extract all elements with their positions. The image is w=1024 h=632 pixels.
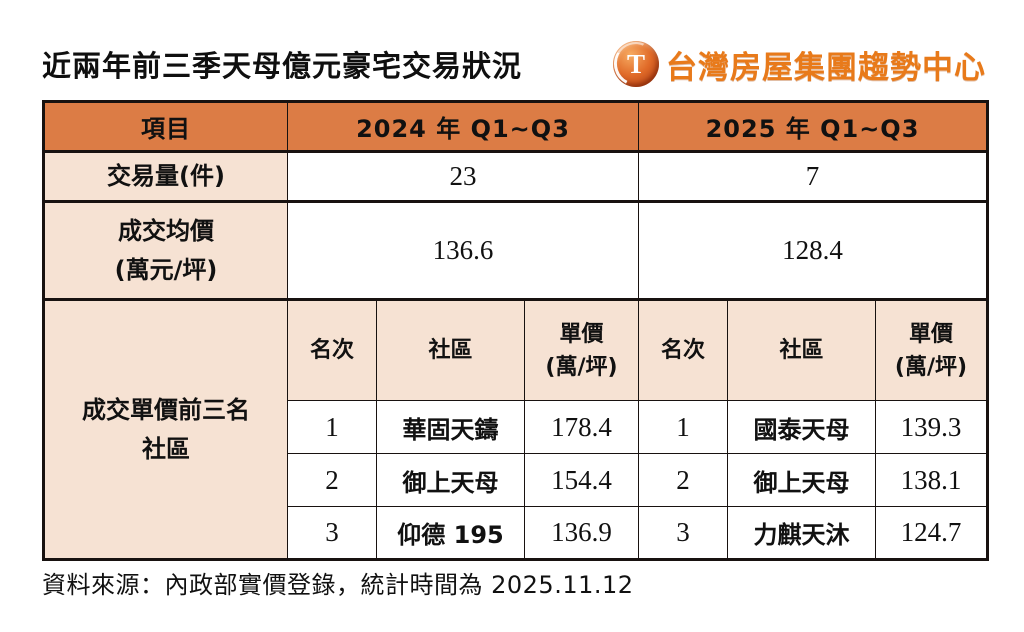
volume-row: 交易量(件) 23 7 bbox=[43, 151, 989, 203]
avg-price-2024: 136.6 bbox=[287, 201, 639, 301]
top3-label: 成交單價前三名 社區 bbox=[43, 299, 288, 560]
subheader-price-2025-line2: (萬/坪) bbox=[894, 354, 968, 380]
subheader-price-2025: 單價 (萬/坪) bbox=[874, 299, 989, 401]
subheader-community-2025: 社區 bbox=[727, 299, 876, 401]
col-header-2025: 2025 年 Q1~Q3 bbox=[637, 101, 989, 153]
rank1-2024: 1 bbox=[287, 400, 377, 454]
rank2-row: 2 御上天母 154.4 2 御上天母 138.1 bbox=[44, 453, 989, 507]
source-note: 資料來源：內政部實價登錄，統計時間為 2025.11.12 bbox=[42, 571, 634, 599]
col-header-item: 項目 bbox=[43, 101, 288, 153]
community1-2025: 國泰天母 bbox=[727, 400, 876, 454]
price3-2024: 136.9 bbox=[524, 506, 639, 560]
price1-2024: 178.4 bbox=[524, 400, 639, 454]
top3-subheader-row: 成交單價前三名 社區 名次 社區 單價 (萬/坪) 名次 社區 單價 (萬/坪) bbox=[43, 299, 989, 560]
community3-2024: 仰德 195 bbox=[376, 506, 525, 560]
rank1-2025: 1 bbox=[638, 400, 728, 454]
page-title: 近兩年前三季天母億元豪宅交易狀況 bbox=[42, 49, 523, 83]
price3-2025: 124.7 bbox=[874, 506, 989, 560]
avg-price-2025: 128.4 bbox=[637, 201, 989, 301]
rank2-2024: 2 bbox=[287, 453, 377, 507]
top-bar: 近兩年前三季天母億元豪宅交易狀況 T 台灣房屋集團趨勢中心 bbox=[42, 36, 986, 92]
rank3-2025: 3 bbox=[638, 506, 728, 560]
subheader-price-2025-line1: 單價 bbox=[909, 321, 954, 347]
community2-2025: 御上天母 bbox=[727, 453, 876, 507]
table-header-row: 項目 2024 年 Q1~Q3 2025 年 Q1~Q3 bbox=[43, 101, 989, 153]
volume-2024: 23 bbox=[287, 151, 639, 203]
subheader-rank-2025: 名次 bbox=[638, 299, 728, 401]
brand-logo: T 台灣房屋集團趨勢中心 bbox=[613, 41, 986, 87]
subheader-price-2024: 單價 (萬/坪) bbox=[524, 299, 639, 401]
avg-price-label-line1: 成交均價 bbox=[118, 217, 214, 246]
avg-price-label: 成交均價 (萬元/坪) bbox=[43, 201, 288, 301]
top3-label-line2: 社區 bbox=[142, 434, 190, 463]
community3-2025: 力麒天沐 bbox=[727, 506, 876, 560]
col-header-2024: 2024 年 Q1~Q3 bbox=[287, 101, 639, 153]
community2-2024: 御上天母 bbox=[376, 453, 525, 507]
brand-logo-text: 台灣房屋集團趨勢中心 bbox=[666, 49, 986, 86]
rank2-2025: 2 bbox=[638, 453, 728, 507]
rank3-row: 3 仰德 195 136.9 3 力麒天沐 124.7 bbox=[44, 506, 989, 560]
price2-2024: 154.4 bbox=[524, 453, 639, 507]
brand-t-letter: T bbox=[626, 48, 645, 79]
avg-price-row: 成交均價 (萬元/坪) 136.6 128.4 bbox=[43, 201, 989, 301]
community1-2024: 華固天鑄 bbox=[376, 400, 525, 454]
volume-label: 交易量(件) bbox=[43, 151, 288, 203]
subheader-price-2024-line2: (萬/坪) bbox=[545, 354, 618, 380]
subheader-price-2024-line1: 單價 bbox=[559, 321, 604, 347]
subheader-rank-2024: 名次 bbox=[287, 299, 377, 401]
brand-t-globe-icon: T bbox=[613, 41, 659, 87]
price2-2025: 138.1 bbox=[874, 453, 989, 507]
volume-2025: 7 bbox=[637, 151, 989, 203]
rank3-2024: 3 bbox=[287, 506, 377, 560]
top3-label-line1: 成交單價前三名 bbox=[82, 396, 250, 425]
rank1-row: 1 華固天鑄 178.4 1 國泰天母 139.3 bbox=[44, 400, 989, 454]
price1-2025: 139.3 bbox=[874, 400, 989, 454]
transactions-table: 項目 2024 年 Q1~Q3 2025 年 Q1~Q3 交易量(件) 23 7… bbox=[42, 100, 990, 561]
subheader-community-2024: 社區 bbox=[376, 299, 525, 401]
avg-price-label-line2: (萬元/坪) bbox=[114, 255, 218, 284]
